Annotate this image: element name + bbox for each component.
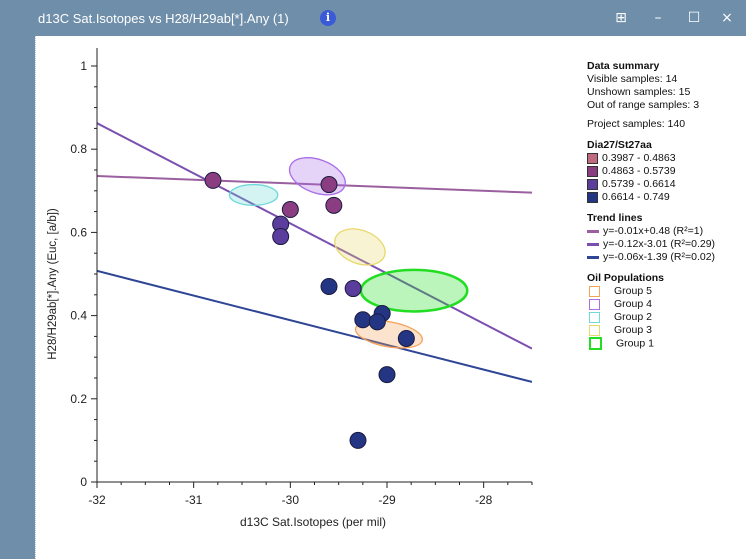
maximize-button[interactable]: ☐ xyxy=(687,10,701,26)
y-tick-label: 1 xyxy=(80,59,87,73)
population-label: Group 4 xyxy=(614,298,652,310)
trend-label: y=-0.01x+0.48 (R²=1) xyxy=(603,225,704,237)
left-border xyxy=(0,36,35,559)
data-point[interactable] xyxy=(354,311,372,329)
population-legend-item[interactable]: Group 1 xyxy=(587,337,742,350)
x-tick-label: -32 xyxy=(88,493,106,507)
y-tick-label: 0.8 xyxy=(70,142,87,156)
bin-label: 0.6614 - 0.749 xyxy=(602,191,670,203)
y-tick-label: 0.4 xyxy=(70,309,87,323)
population-label: Group 2 xyxy=(614,311,652,323)
bin-legend-item[interactable]: 0.4863 - 0.5739 xyxy=(587,165,742,178)
y-tick-label: 0.2 xyxy=(70,392,87,406)
y-axis-label: H28/H29ab[*].Any (Euc, [a/b]) xyxy=(47,208,59,360)
trend-line-icon xyxy=(587,242,599,246)
data-point[interactable] xyxy=(272,228,290,246)
summary-title: Data summary xyxy=(587,60,660,72)
ellipse-group-3 xyxy=(334,228,386,266)
ellipse-group-1 xyxy=(359,268,469,313)
bin-label: 0.3987 - 0.4863 xyxy=(602,152,676,164)
trend-legend-item[interactable]: y=-0.12x-3.01 (R²=0.29) xyxy=(587,238,742,251)
data-point[interactable] xyxy=(368,313,386,331)
trend-title: Trend lines xyxy=(587,212,643,224)
bin-legend-item[interactable]: 0.3987 - 0.4863 xyxy=(587,152,742,165)
population-square-icon xyxy=(589,285,600,297)
trend-line-1 xyxy=(97,175,532,194)
trend-line-2 xyxy=(97,122,532,350)
data-point[interactable] xyxy=(349,431,367,449)
bin-label: 0.4863 - 0.5739 xyxy=(602,165,676,177)
x-axis-label: d13C Sat.Isotopes (per mil) xyxy=(240,515,386,529)
y-tick-label: 0.6 xyxy=(70,225,87,239)
color-swatch-icon xyxy=(587,152,598,164)
window-title: d13C Sat.Isotopes vs H28/H29ab[*].Any (1… xyxy=(38,11,289,26)
layout-grid-icon[interactable]: ⊞ xyxy=(615,10,627,26)
trend-lines xyxy=(97,122,532,383)
x-tick-label: -31 xyxy=(185,493,203,507)
info-icon[interactable]: i xyxy=(320,10,336,26)
data-point[interactable] xyxy=(397,329,415,347)
trend-line-icon xyxy=(587,229,599,233)
x-tick-label: -28 xyxy=(475,493,493,507)
trend-legend-item[interactable]: y=-0.06x-1.39 (R²=0.02) xyxy=(587,251,742,264)
axes: -32 -31 -30 -29 -28 0 0.2 0.4 0.6 0.8 1 xyxy=(70,48,533,507)
trend-label: y=-0.06x-1.39 (R²=0.02) xyxy=(603,251,716,263)
trend-line-3 xyxy=(97,269,532,383)
population-square-icon xyxy=(589,324,600,336)
visible-samples: Visible samples: 14 xyxy=(587,73,678,85)
trend-line-icon xyxy=(587,255,599,259)
bin-legend-item[interactable]: 0.5739 - 0.6614 xyxy=(587,178,742,191)
bin-legend-item[interactable]: 0.6614 - 0.749 xyxy=(587,191,742,204)
close-button[interactable]: × xyxy=(721,10,733,26)
population-square-icon xyxy=(589,311,600,323)
population-square-icon xyxy=(589,298,600,310)
data-point[interactable] xyxy=(320,277,338,295)
population-legend-item[interactable]: Group 4 xyxy=(587,298,742,311)
out-of-range-samples: Out of range samples: 3 xyxy=(587,99,700,111)
data-point[interactable] xyxy=(320,176,338,194)
population-label: Group 5 xyxy=(614,285,652,297)
population-label: Group 1 xyxy=(616,337,654,350)
population-legend-item[interactable]: Group 3 xyxy=(587,324,742,337)
populations-title: Oil Populations xyxy=(587,272,665,284)
title-bar[interactable]: d13C Sat.Isotopes vs H28/H29ab[*].Any (1… xyxy=(0,0,746,36)
data-point[interactable] xyxy=(281,201,299,219)
legend-panel: Data summary Visible samples: 14 Unshown… xyxy=(587,58,742,350)
color-swatch-icon xyxy=(587,165,598,177)
bins-title: Dia27/St27aa xyxy=(587,139,652,151)
data-point[interactable] xyxy=(204,171,222,189)
y-tick-label: 0 xyxy=(80,475,87,489)
population-legend-item[interactable]: Group 2 xyxy=(587,311,742,324)
trend-legend-item[interactable]: y=-0.01x+0.48 (R²=1) xyxy=(587,225,742,238)
chart-content xyxy=(35,36,746,559)
trend-label: y=-0.12x-3.01 (R²=0.29) xyxy=(603,238,716,250)
data-points xyxy=(204,171,415,449)
population-label: Group 3 xyxy=(614,324,652,336)
ellipse-group-4 xyxy=(288,157,346,196)
x-tick-label: -30 xyxy=(282,493,300,507)
bin-label: 0.5739 - 0.6614 xyxy=(602,178,676,190)
unshown-samples: Unshown samples: 15 xyxy=(587,86,691,98)
data-point[interactable] xyxy=(378,366,396,384)
x-tick-label: -29 xyxy=(378,493,396,507)
population-square-icon xyxy=(589,337,602,350)
data-point[interactable] xyxy=(325,196,343,214)
minimize-button[interactable]: – xyxy=(654,10,662,26)
project-samples: Project samples: 140 xyxy=(587,118,686,130)
ellipse-group-2 xyxy=(228,183,279,207)
population-legend-item[interactable]: Group 5 xyxy=(587,285,742,298)
color-swatch-icon xyxy=(587,191,598,203)
population-ellipses xyxy=(228,157,469,349)
data-point[interactable] xyxy=(344,280,362,298)
color-swatch-icon xyxy=(587,178,598,190)
